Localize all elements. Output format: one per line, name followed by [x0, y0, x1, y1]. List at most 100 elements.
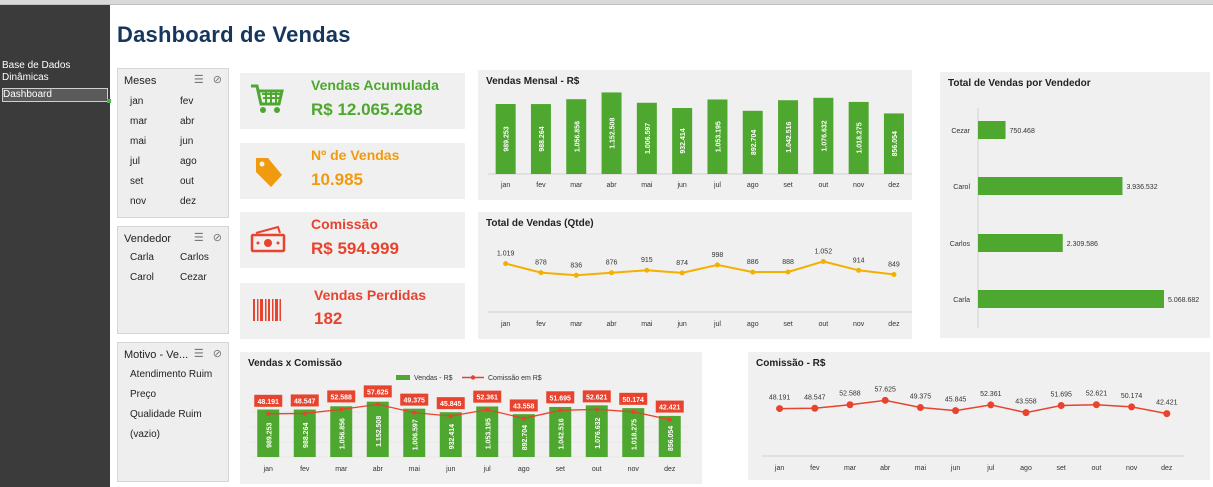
bar-label: 1.018.275: [631, 419, 638, 450]
chart-comissao[interactable]: Comissão - R$ 48.191 jan 48.547 fev 52.588 ma…: [748, 352, 1210, 480]
slicer-item-jan[interactable]: jan: [130, 96, 144, 107]
data-label: 888: [782, 259, 794, 266]
chart-vendas-por-vendedor[interactable]: Total de Vendas por Vendedor Cezar 750.46…: [940, 72, 1210, 338]
chart-plot: 1.019 jan 878 fev 836 mar 876 abr 915 mai 874 jun 99…: [488, 248, 912, 328]
data-label: 42.421: [1156, 400, 1178, 407]
multi-select-icon[interactable]: ☰: [193, 232, 204, 244]
nav-item-base-de-dados[interactable]: Base de Dados: [2, 60, 71, 71]
x-tick-label: mai: [915, 465, 927, 472]
data-label: 52.588: [839, 391, 861, 398]
data-label-box: [436, 397, 465, 410]
slicer-item-qualidade-ruim[interactable]: Qualidade Ruim: [130, 409, 202, 420]
kpi-value: R$ 594.999: [311, 239, 399, 258]
nav-item-dashboard[interactable]: Dashboard: [2, 88, 108, 102]
data-label-box: [582, 390, 611, 403]
multi-select-icon[interactable]: ☰: [193, 74, 204, 86]
data-label: 49.375: [404, 398, 426, 405]
x-tick-label: set: [1057, 465, 1066, 472]
slicer-controls: ☰ ⊘: [194, 73, 222, 86]
data-label: 45.845: [440, 401, 462, 408]
data-point: [1092, 401, 1100, 409]
data-point: [1022, 409, 1030, 417]
slicer-item-nov[interactable]: nov: [130, 196, 147, 207]
x-tick-label: nov: [628, 466, 640, 473]
bar-label: 988.264: [539, 126, 546, 151]
slicer-item-dez[interactable]: dez: [180, 196, 197, 207]
chart-vendas-mensal[interactable]: Vendas Mensal - R$ 989.253 jan 988.264 fev 1…: [478, 70, 912, 200]
slicer-item-set[interactable]: set: [130, 176, 144, 187]
slicer-item-carla[interactable]: Carla: [130, 252, 154, 263]
slicer-item-mar[interactable]: mar: [130, 116, 148, 127]
slicer-item-ago[interactable]: ago: [180, 156, 197, 167]
bar-label: 1.053.195: [485, 418, 492, 449]
chart-title: Vendas x Comissão: [248, 358, 342, 369]
bar-label: 856.054: [892, 131, 899, 156]
chart-title: Comissão - R$: [756, 358, 826, 369]
data-point: [302, 411, 307, 416]
chart-plot: 989.253 jan 988.264 fev 1.056.856 mar 1.152.50…: [488, 92, 912, 189]
slicer-vendedor: Vendedor ☰ ⊘ Carla Carlos Carol Cezar: [117, 226, 229, 334]
ribbon-edge: [0, 0, 1213, 5]
slicer-item-atendimento-ruim[interactable]: Atendimento Ruim: [130, 369, 213, 380]
bar: [549, 406, 572, 457]
data-point: [667, 417, 672, 422]
slicer-item-jun[interactable]: jun: [180, 136, 194, 147]
slicer-item-vazio[interactable]: (vazio): [130, 429, 161, 440]
bar: [978, 290, 1164, 308]
bar-label: 989.253: [504, 126, 511, 151]
x-tick-label: ago: [747, 182, 759, 189]
data-label: 52.621: [1086, 391, 1108, 398]
data-point: [820, 258, 826, 264]
data-label-box: [546, 391, 575, 404]
data-label: 876: [606, 260, 618, 267]
bar-label: 1.018.275: [857, 122, 864, 153]
nav-item-dinamicas[interactable]: Dinâmicas: [2, 72, 49, 83]
slicer-item-jul[interactable]: jul: [130, 156, 141, 167]
bar-label: 932.414: [680, 128, 687, 153]
data-label: 836: [570, 262, 582, 269]
data-label: 874: [676, 260, 688, 267]
bar: [257, 409, 280, 457]
slicer-item-carlos[interactable]: Carlos: [180, 252, 209, 263]
chart-vendas-x-comissao[interactable]: Vendas x Comissão Vendas - R$ Comissão em…: [240, 352, 702, 484]
slicer-item-out[interactable]: out: [180, 176, 194, 187]
data-label: 52.361: [980, 391, 1002, 398]
multi-select-icon[interactable]: ☰: [193, 348, 204, 360]
slicer-item-mai[interactable]: mai: [130, 136, 147, 147]
bar: [293, 409, 316, 457]
price-tag-icon: [256, 158, 282, 187]
clear-filter-icon[interactable]: ⊘: [212, 348, 222, 360]
data-label-box: [509, 399, 538, 412]
bar: [403, 408, 426, 457]
data-label: 45.845: [945, 397, 967, 404]
x-tick-label: mar: [335, 466, 348, 473]
bar: [585, 405, 608, 457]
series-line: [779, 399, 1167, 415]
data-label: 1.052: [815, 248, 833, 255]
slicer-item-preco[interactable]: Preço: [130, 389, 157, 400]
selection-handle[interactable]: [107, 99, 111, 103]
data-point: [679, 270, 685, 276]
data-label-box: [327, 390, 356, 403]
slicer-item-fev[interactable]: fev: [180, 96, 194, 107]
kpi-vendas-acumulada: Vendas Acumulada R$ 12.065.268: [240, 73, 465, 129]
kpi-label: Comissão: [311, 216, 378, 232]
bar-label: 1.042.516: [786, 121, 793, 152]
chart-total-vendas-qtde[interactable]: Total de Vendas (Qtde) 1.019 jan 878 fev 836…: [478, 212, 912, 339]
bar: [622, 408, 645, 457]
data-point: [521, 416, 526, 421]
slicer-controls: ☰ ⊘: [194, 231, 222, 244]
data-label-box: [254, 394, 283, 407]
clear-filter-icon[interactable]: ⊘: [212, 74, 222, 86]
x-tick-label: mar: [844, 465, 857, 472]
data-label: 48.191: [769, 395, 791, 402]
slicer-item-abr[interactable]: abr: [180, 116, 195, 127]
slicer-title: Vendedor: [124, 233, 172, 245]
bar-label: 750.468: [1010, 128, 1035, 135]
bar-label: 1.152.508: [610, 118, 617, 149]
clear-filter-icon[interactable]: ⊘: [212, 232, 222, 244]
data-point: [1163, 410, 1171, 418]
slicer-item-carol[interactable]: Carol: [130, 272, 154, 283]
slicer-item-cezar[interactable]: Cezar: [180, 272, 207, 283]
bar: [672, 108, 693, 174]
